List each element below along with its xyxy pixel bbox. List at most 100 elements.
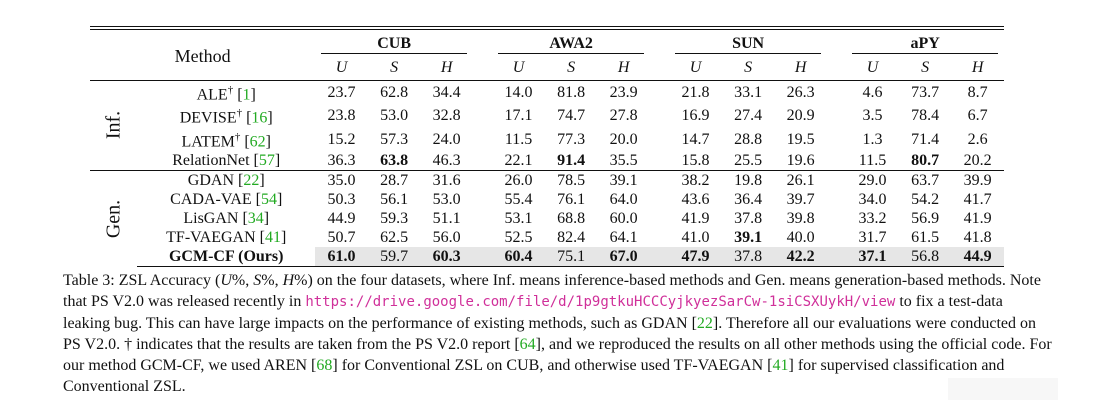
results-table: Method CUB AWA2 SUN aPY U S H U S H U S H U S H Inf… <box>90 32 1004 267</box>
table-cell: 11.5 <box>858 151 887 169</box>
table-cell: 28.8 <box>734 130 763 148</box>
table-cell: 76.1 <box>557 190 586 208</box>
citation-link[interactable]: 62 <box>249 132 266 150</box>
table-cell: 36.3 <box>327 151 356 169</box>
table-cell: 27.8 <box>609 107 638 125</box>
table-cell: 67.0 <box>597 246 650 267</box>
method-name: GCM-CF (Ours) <box>137 246 316 267</box>
table-cell: 61.5 <box>911 228 940 246</box>
table-cell: 82.4 <box>557 228 586 246</box>
table-row: RelationNet [57] 36.3 63.8 46.3 22.1 91.4 35.5… <box>90 151 1004 171</box>
table-cell: 44.9 <box>951 246 1004 267</box>
table-cell: 41.0 <box>681 228 710 246</box>
citation-link[interactable]: 57 <box>258 151 275 169</box>
table-cell: 26.1 <box>774 169 827 190</box>
citation-link[interactable]: 54 <box>260 190 277 208</box>
table-cell: 23.8 <box>327 107 356 125</box>
metric-header: H <box>617 59 630 76</box>
table-cell: 41.8 <box>963 228 992 246</box>
table-cell: 6.7 <box>967 107 988 125</box>
method-name: RelationNet [57] <box>172 151 281 169</box>
metric-header: S <box>390 59 399 76</box>
table-cell: 50.7 <box>327 228 356 246</box>
table-cell: 8.7 <box>951 80 1004 105</box>
table-row: CADA-VAE [54] 50.3 56.1 53.0 55.4 76.1 64.0 43.… <box>90 190 1004 209</box>
table-cell: 24.0 <box>432 130 461 148</box>
table-cell: 25.5 <box>734 151 763 169</box>
table-cell: 60.3 <box>420 246 473 267</box>
citation-link[interactable]: 68 <box>316 357 333 374</box>
table-cell: 41.7 <box>963 190 992 208</box>
table-cell: 27.4 <box>734 107 763 125</box>
table-cell: 14.0 <box>492 80 545 105</box>
table-row: Inf. ALE† [1] 23.7 62.8 34.4 14.0 81.8 23.9 21.8… <box>90 80 1004 171</box>
table-cell: 53.0 <box>380 107 409 125</box>
table-cell: 2.6 <box>967 130 988 148</box>
method-name: CADA-VAE [54] <box>170 190 283 208</box>
metric-header: S <box>921 59 930 76</box>
table-cell: 37.8 <box>721 246 775 267</box>
table-cell: 75.1 <box>544 246 598 267</box>
table-cell: 39.8 <box>786 209 815 227</box>
table-cell: 43.6 <box>681 190 710 208</box>
citation-link[interactable]: 34 <box>247 209 264 227</box>
metric-header: U <box>512 59 525 76</box>
table-row: TF-VAEGAN [41] 50.7 62.5 56.0 52.5 82.4 64.1 41… <box>90 228 1004 247</box>
table-cell: 39.1 <box>597 169 650 190</box>
table-cell: 42.2 <box>774 246 827 267</box>
method-name: LisGAN [34] <box>183 209 270 227</box>
table-cell: 63.8 <box>380 151 409 169</box>
group-label: Inf. <box>90 80 138 171</box>
table-cell: 59.3 <box>380 209 409 227</box>
table-cell: 20.2 <box>963 151 992 169</box>
table-cell: 41.9 <box>681 209 710 227</box>
table-cell: 28.7 <box>367 169 421 190</box>
table-cell: 19.8 <box>721 169 775 190</box>
method-name: TF-VAEGAN [41] <box>166 228 287 246</box>
table-cell: 51.1 <box>432 209 461 227</box>
method-name: ALE† [1] <box>137 80 316 105</box>
dataset-header: aPY <box>846 32 1004 55</box>
table-cell: 4.6 <box>846 80 899 105</box>
metric-header: H <box>440 59 453 76</box>
table-cell: 59.7 <box>367 246 421 267</box>
citation-link[interactable]: 41 <box>772 357 789 374</box>
metric-header: S <box>567 59 576 76</box>
table-cell: 63.7 <box>898 169 952 190</box>
table-cell: 73.7 <box>898 80 952 105</box>
group-label: Gen. <box>90 169 138 267</box>
dataset-link[interactable]: https://drive.google.com/file/d/1p9gtkuH… <box>305 294 896 310</box>
citation-link[interactable]: 1 <box>242 86 251 104</box>
table-cell: 56.9 <box>911 209 940 227</box>
table-cell: 36.4 <box>734 190 763 208</box>
table-cell: 11.5 <box>504 130 533 148</box>
citation-link[interactable]: 41 <box>264 228 281 246</box>
table-cell: 20.9 <box>786 107 815 125</box>
table-cell: 33.2 <box>858 209 887 227</box>
dataset-header: CUB <box>315 32 473 55</box>
table-top-rule-2 <box>90 29 1004 30</box>
table-cell: 68.8 <box>557 209 586 227</box>
table-cell: 37.1 <box>846 246 899 267</box>
table-cell: 15.2 <box>327 130 356 148</box>
table-cell: 60.4 <box>492 246 545 267</box>
method-header: Method <box>174 45 231 66</box>
table-cell: 80.7 <box>911 151 940 169</box>
table-cell: 61.0 <box>315 246 368 267</box>
citation-link[interactable]: 64 <box>519 336 536 353</box>
metric-header: H <box>971 59 984 76</box>
table-cell: 23.7 <box>315 80 368 105</box>
table-cell: 29.0 <box>846 169 899 190</box>
metric-header: U <box>335 59 348 76</box>
citation-link[interactable]: 16 <box>251 109 268 127</box>
table-row: LATEM† [62] 15.2 57.3 24.0 11.5 77.3 20.0 14.7 2… <box>90 128 1004 151</box>
table-cell: 62.5 <box>380 228 409 246</box>
table-cell: 19.5 <box>786 130 815 148</box>
metric-header: S <box>744 59 753 76</box>
table-cell: 44.9 <box>327 209 356 227</box>
dataset-header: AWA2 <box>492 32 650 55</box>
table-cell: 41.9 <box>963 209 992 227</box>
table-cell: 3.5 <box>862 107 883 125</box>
citation-link[interactable]: 22 <box>243 171 260 189</box>
citation-link[interactable]: 22 <box>696 315 713 332</box>
